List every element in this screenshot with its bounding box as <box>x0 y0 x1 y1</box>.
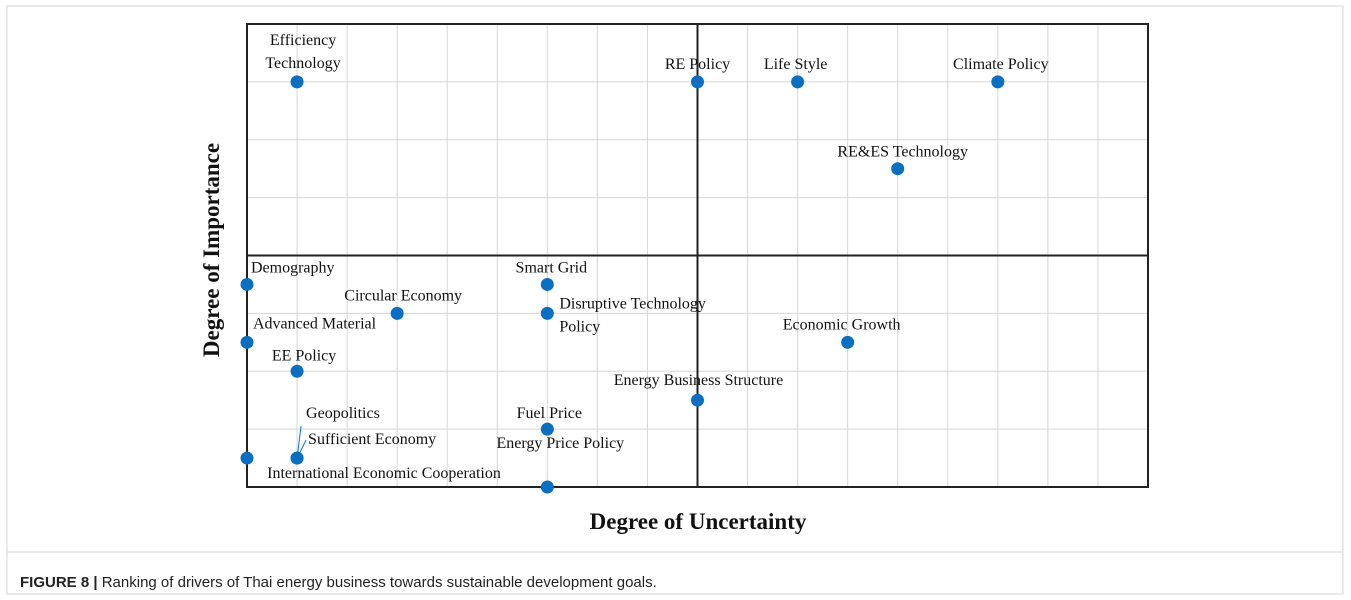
caption: FIGURE 8 | Ranking of drivers of Thai en… <box>20 574 657 591</box>
point <box>540 480 554 494</box>
figure-frame <box>6 5 1344 595</box>
point <box>290 451 304 465</box>
point-label: Energy Price Policy <box>496 435 624 452</box>
point-label: Fuel Price <box>517 405 582 422</box>
label-line: Efficiency <box>270 32 336 49</box>
label-line: RE&ES Technology <box>837 144 968 161</box>
x-axis-label: Degree of Uncertainty <box>590 509 807 534</box>
label-line: Climate Policy <box>953 56 1049 73</box>
label-line: Sufficient Economy <box>308 431 436 448</box>
point <box>390 306 404 320</box>
plot: Efficiency Technology RE Policy Life Style C… <box>240 23 1149 494</box>
label-line: Economic Growth <box>783 316 901 333</box>
point-label: Efficiency Technology <box>265 32 340 72</box>
point-label: Economic Growth <box>783 316 901 333</box>
point <box>691 75 704 89</box>
point-label: Circular Economy <box>344 287 462 304</box>
point <box>991 75 1005 89</box>
label-line: International Economic Cooperation <box>267 465 501 482</box>
label-line: Fuel Price <box>517 405 582 422</box>
point-label: Energy Business Structure <box>614 372 783 389</box>
point <box>691 393 704 407</box>
point-label: Climate Policy <box>953 56 1049 73</box>
label-line: Smart Grid <box>516 259 588 276</box>
point-label: EE Policy <box>272 347 336 364</box>
label-line: Disruptive Technology <box>559 295 706 312</box>
point-label: Demography <box>251 259 335 276</box>
point <box>290 364 304 378</box>
point-label: Geopolitics <box>306 405 380 422</box>
point <box>841 335 855 349</box>
label-line: EE Policy <box>272 347 336 364</box>
label-line: Technology <box>265 55 340 72</box>
label-line: Circular Economy <box>344 287 462 304</box>
point <box>240 335 254 349</box>
point <box>540 422 554 436</box>
label-line: Geopolitics <box>306 405 380 422</box>
point <box>290 75 304 89</box>
point <box>540 306 554 320</box>
point <box>240 277 254 291</box>
point-label: RE&ES Technology <box>837 144 968 161</box>
caption-prefix: FIGURE 8 | <box>20 574 98 591</box>
label-line: Policy <box>559 318 600 335</box>
point-label: RE Policy <box>665 56 730 73</box>
point-label: Disruptive Technology Policy <box>559 295 706 335</box>
label-line: Demography <box>251 259 335 276</box>
point <box>240 451 254 465</box>
caption-text: Ranking of drivers of Thai energy busine… <box>102 574 657 591</box>
label-line: Energy Price Policy <box>496 435 624 452</box>
point-label: Advanced Material <box>253 315 377 332</box>
point <box>791 75 805 89</box>
y-axis-label: Degree of Importance <box>199 143 224 357</box>
point <box>891 162 905 176</box>
point-label: Life Style <box>764 56 828 73</box>
label-line: Life Style <box>764 56 828 73</box>
label-line: RE Policy <box>665 56 730 73</box>
point-label: Sufficient Economy <box>308 431 436 448</box>
point-label: International Economic Cooperation <box>267 465 501 482</box>
point <box>540 277 554 291</box>
label-line: Energy Business Structure <box>614 372 783 389</box>
label-line: Advanced Material <box>253 315 377 332</box>
point-label: Smart Grid <box>516 259 588 276</box>
